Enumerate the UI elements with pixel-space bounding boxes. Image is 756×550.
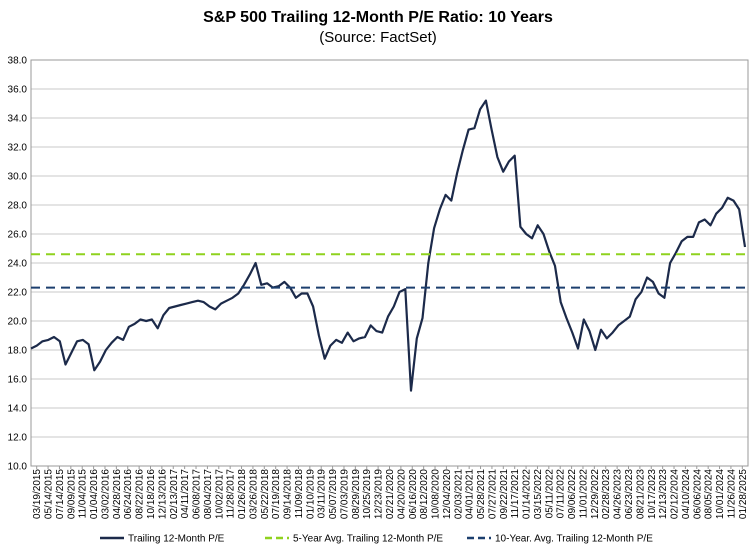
x-tick-label: 09/22/2021 <box>499 469 510 519</box>
y-tick-label: 10.0 <box>8 462 28 473</box>
x-tick-label: 02/21/2020 <box>385 469 396 519</box>
y-tick-label: 36.0 <box>8 85 28 96</box>
x-tick-label: 03/26/2018 <box>248 469 259 519</box>
x-tick-label: 04/20/2020 <box>396 469 407 519</box>
series-lines <box>30 99 748 392</box>
x-tick-label: 07/27/2021 <box>487 469 498 519</box>
y-tick-label: 22.0 <box>8 288 28 299</box>
x-tick-label: 11/26/2024 <box>726 469 737 519</box>
x-tick-label: 12/23/2019 <box>374 469 385 519</box>
x-tick-label: 01/14/2022 <box>522 469 533 519</box>
y-tick-label: 16.0 <box>8 375 28 386</box>
x-tick-label: 04/26/2023 <box>613 469 624 519</box>
x-tick-label: 11/17/2021 <box>510 469 521 519</box>
x-tick-label: 11/04/2015 <box>78 469 89 519</box>
x-tick-label: 04/01/2021 <box>465 469 476 519</box>
x-tick-label: 04/28/2016 <box>112 469 123 519</box>
x-tick-label: 05/07/2019 <box>328 469 339 519</box>
x-tick-label: 06/08/2017 <box>192 469 203 519</box>
y-tick-label: 28.0 <box>8 201 28 212</box>
x-tick-label: 07/11/2022 <box>556 469 567 519</box>
x-tick-label: 12/13/2016 <box>157 469 168 519</box>
y-tick-labels: 10.0 12.0 14.0 16.0 18.0 20.0 22.0 24.0 26.0 28.0… <box>8 56 28 473</box>
chart-subtitle: (Source: FactSet) <box>319 29 437 46</box>
x-tick-label: 05/22/2018 <box>260 469 271 519</box>
x-tick-label: 07/19/2018 <box>271 469 282 519</box>
x-tick-label: 11/01/2022 <box>578 469 589 519</box>
legend-label: 5-Year Avg. Trailing 12-Month P/E <box>293 534 443 545</box>
x-tick-label: 12/13/2023 <box>658 469 669 519</box>
x-tick-label: 01/26/2018 <box>237 469 248 519</box>
x-tick-label: 03/15/2022 <box>533 469 544 519</box>
x-tick-label: 07/03/2019 <box>339 469 350 519</box>
x-tick-label: 08/21/2023 <box>635 469 646 519</box>
y-tick-label: 32.0 <box>8 143 28 154</box>
x-tick-label: 05/28/2021 <box>476 469 487 519</box>
x-tick-label: 12/04/2020 <box>442 469 453 519</box>
x-tick-label: 05/14/2015 <box>44 469 55 519</box>
grid-lines <box>31 59 748 467</box>
x-tick-label: 08/04/2017 <box>203 469 214 519</box>
x-tick-label: 03/02/2016 <box>100 469 111 519</box>
x-tick-label: 10/08/2020 <box>431 469 442 519</box>
y-tick-label: 26.0 <box>8 230 28 241</box>
y-tick-label: 30.0 <box>8 172 28 183</box>
y-tick-label: 24.0 <box>8 259 28 270</box>
x-tick-label: 10/02/2017 <box>214 469 225 519</box>
axes <box>30 59 749 469</box>
x-tick-label: 04/11/2017 <box>180 469 191 519</box>
x-tick-label: 01/04/2016 <box>89 469 100 519</box>
y-tick-label: 14.0 <box>8 404 28 415</box>
legend-label: Trailing 12-Month P/E <box>128 534 225 545</box>
x-tick-label: 11/28/2017 <box>226 469 237 519</box>
x-tick-label: 09/14/2018 <box>283 469 294 519</box>
x-tick-label: 02/28/2023 <box>601 469 612 519</box>
legend: Trailing 12-Month P/E 5-Year Avg. Trailin… <box>100 534 653 545</box>
x-tick-label: 10/17/2023 <box>647 469 658 519</box>
x-tick-label: 03/11/2019 <box>317 469 328 519</box>
x-tick-label: 04/10/2024 <box>681 469 692 519</box>
x-tick-label: 02/13/2017 <box>169 469 180 519</box>
chart-title: S&P 500 Trailing 12-Month P/E Ratio: 10 … <box>203 9 553 26</box>
x-tick-label: 06/24/2016 <box>123 469 134 519</box>
pe-series-line <box>30 99 747 392</box>
x-tick-label: 06/06/2024 <box>692 469 703 519</box>
x-tick-label: 08/22/2016 <box>135 469 146 519</box>
x-tick-label: 02/03/2021 <box>453 469 464 519</box>
x-tick-label: 03/19/2015 <box>32 469 43 519</box>
x-tick-label: 01/28/2025 <box>738 469 749 519</box>
x-tick-label: 05/11/2022 <box>544 469 555 519</box>
x-tick-label: 08/29/2019 <box>351 469 362 519</box>
x-tick-label: 12/29/2022 <box>590 469 601 519</box>
x-tick-label: 10/01/2024 <box>715 469 726 519</box>
x-tick-label: 11/09/2018 <box>294 469 305 519</box>
x-tick-label: 10/18/2016 <box>146 469 157 519</box>
x-tick-label: 08/12/2020 <box>419 469 430 519</box>
y-tick-label: 34.0 <box>8 114 28 125</box>
x-tick-labels: 03/19/2015 05/14/2015 07/14/2015 09/09/2015… <box>32 469 749 519</box>
x-tick-label: 07/14/2015 <box>55 469 66 519</box>
x-tick-label: 06/16/2020 <box>408 469 419 519</box>
x-tick-label: 06/23/2023 <box>624 469 635 519</box>
y-tick-label: 20.0 <box>8 317 28 328</box>
x-tick-label: 09/09/2015 <box>66 469 77 519</box>
y-tick-label: 38.0 <box>8 56 28 67</box>
x-tick-label: 01/10/2019 <box>305 469 316 519</box>
x-tick-label: 09/06/2022 <box>567 469 578 519</box>
y-tick-label: 12.0 <box>8 433 28 444</box>
x-tick-label: 10/25/2019 <box>362 469 373 519</box>
y-tick-label: 18.0 <box>8 346 28 357</box>
x-tick-label: 02/12/2024 <box>670 469 681 519</box>
legend-label: 10-Year. Avg. Trailing 12-Month P/E <box>495 534 653 545</box>
x-tick-label: 08/05/2024 <box>704 469 715 519</box>
